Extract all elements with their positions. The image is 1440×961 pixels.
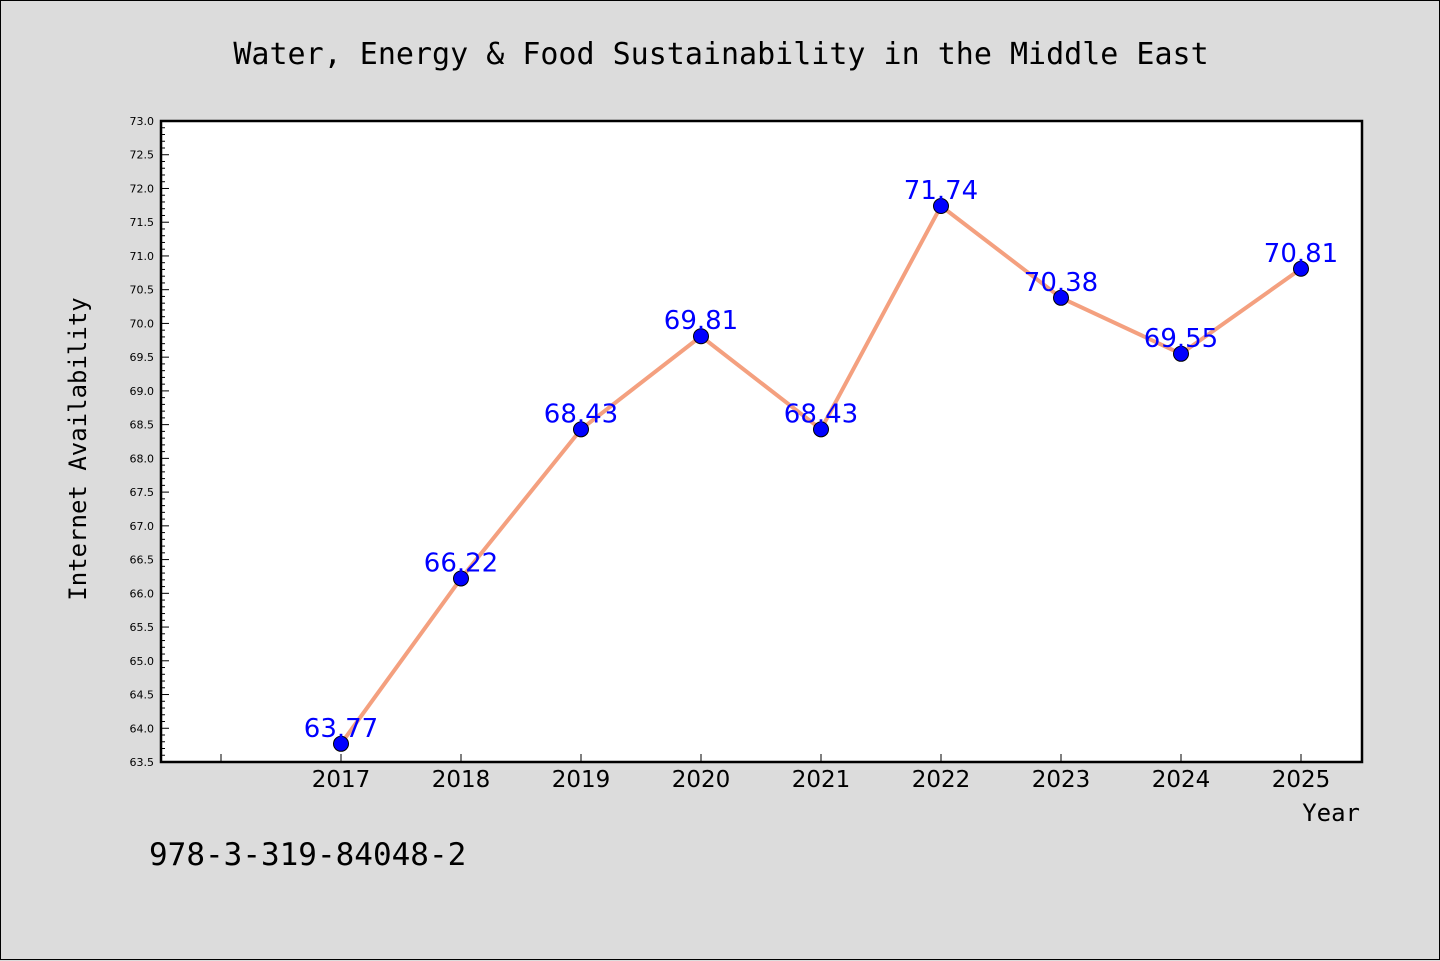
x-tick-label: 2023 — [1032, 767, 1091, 793]
x-tick-label: 2018 — [432, 767, 491, 793]
plot-area — [159, 119, 1364, 764]
y-tick-label: 70.0 — [130, 317, 155, 330]
y-tick-label: 70.5 — [130, 284, 155, 297]
y-axis-ticks: 63.5 64.0 64.5 65.0 65.5 66.0 66.5 67.0 67.5 68.0… — [130, 115, 169, 769]
x-tick-label: 2021 — [792, 767, 851, 793]
y-tick-label: 65.5 — [130, 621, 155, 634]
y-tick-label: 66.0 — [130, 587, 155, 600]
x-tick-label: 2024 — [1152, 767, 1211, 793]
data-point — [453, 570, 469, 587]
data-labels: 63.77 66.22 68.43 69.81 68.43 71.74 70.38 69.55… — [304, 176, 1338, 744]
y-tick-label: 68.0 — [130, 452, 155, 465]
y-tick-label: 72.0 — [130, 182, 155, 195]
data-point — [573, 421, 589, 438]
data-point — [693, 328, 709, 345]
y-tick-label: 63.5 — [130, 756, 155, 769]
data-label: 69.81 — [664, 306, 738, 336]
data-label: 70.38 — [1024, 268, 1098, 298]
y-tick-label: 71.0 — [130, 250, 155, 263]
y-tick-label: 72.5 — [130, 149, 155, 162]
x-tick-label: 2022 — [912, 767, 971, 793]
chart-title: Water, Energy & Food Sustainability in t… — [233, 37, 1208, 72]
data-point — [1173, 345, 1189, 362]
data-point — [933, 198, 949, 215]
y-tick-label: 66.5 — [130, 554, 155, 567]
data-label: 69.55 — [1144, 324, 1218, 354]
y-tick-label: 73.0 — [130, 115, 155, 128]
x-axis-label: Year — [1302, 799, 1360, 827]
data-label: 66.22 — [424, 548, 498, 578]
data-point — [333, 735, 349, 752]
data-markers — [333, 198, 1309, 752]
y-tick-label: 67.5 — [130, 486, 155, 499]
x-tick-label: 2017 — [312, 767, 371, 793]
y-tick-label: 69.5 — [130, 351, 155, 364]
data-label: 70.81 — [1264, 239, 1338, 269]
data-label: 68.43 — [784, 399, 858, 429]
isbn-footer: 978-3-319-84048-2 — [149, 837, 466, 873]
y-axis-label: Internet Availability — [64, 297, 92, 600]
x-tick-label: 2025 — [1272, 767, 1331, 793]
data-point — [1293, 260, 1309, 277]
data-point — [813, 421, 829, 438]
x-tick-label: 2020 — [672, 767, 731, 793]
y-tick-label: 65.0 — [130, 655, 155, 668]
data-point — [1053, 289, 1069, 306]
data-label: 71.74 — [904, 176, 978, 206]
data-label: 68.43 — [544, 399, 618, 429]
y-tick-label: 71.5 — [130, 216, 155, 229]
x-tick-label: 2019 — [552, 767, 611, 793]
y-tick-label: 64.5 — [130, 689, 155, 702]
y-tick-label: 67.0 — [130, 520, 155, 533]
x-axis-ticks: 2017 2018 2019 2020 2021 2022 2023 2024 2025 — [220, 754, 1331, 793]
y-tick-label: 69.0 — [130, 385, 155, 398]
y-tick-label: 64.0 — [130, 722, 155, 735]
y-tick-label: 68.5 — [130, 419, 155, 432]
data-label: 63.77 — [304, 714, 378, 744]
